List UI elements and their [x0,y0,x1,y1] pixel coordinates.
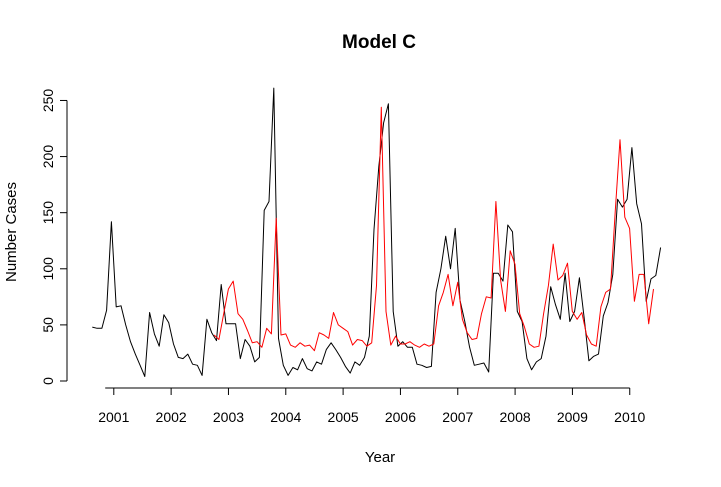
x-axis-title: Year [365,449,395,466]
y-tick-label: 50 [40,317,56,333]
x-tick-label: 2003 [213,409,244,425]
y-tick-label: 100 [40,257,56,281]
series-line-1 [92,87,662,377]
y-tick-label: 0 [40,377,56,385]
y-tick-label: 250 [40,89,56,113]
x-tick-label: 2004 [270,409,301,425]
x-axis: 2001 2002 2003 2004 2005 2006 2007 2008 2009 2010 [98,388,646,425]
y-tick-label: 200 [40,145,56,169]
x-tick-label: 2007 [442,409,473,425]
y-axis-title: Number Cases [3,182,20,282]
y-tick-label: 150 [40,201,56,225]
y-axis: 0 50 100 150 200 250 [40,89,67,385]
x-tick-label: 2001 [98,409,129,425]
x-tick-label: 2010 [614,409,645,425]
x-tick-label: 2002 [156,409,187,425]
x-tick-label: 2008 [500,409,531,425]
x-tick-label: 2005 [328,409,359,425]
chart-title: Model C [342,32,416,53]
series-layer [92,87,662,377]
x-tick-label: 2009 [557,409,588,425]
series-line-2 [213,106,654,352]
x-tick-label: 2006 [385,409,416,425]
